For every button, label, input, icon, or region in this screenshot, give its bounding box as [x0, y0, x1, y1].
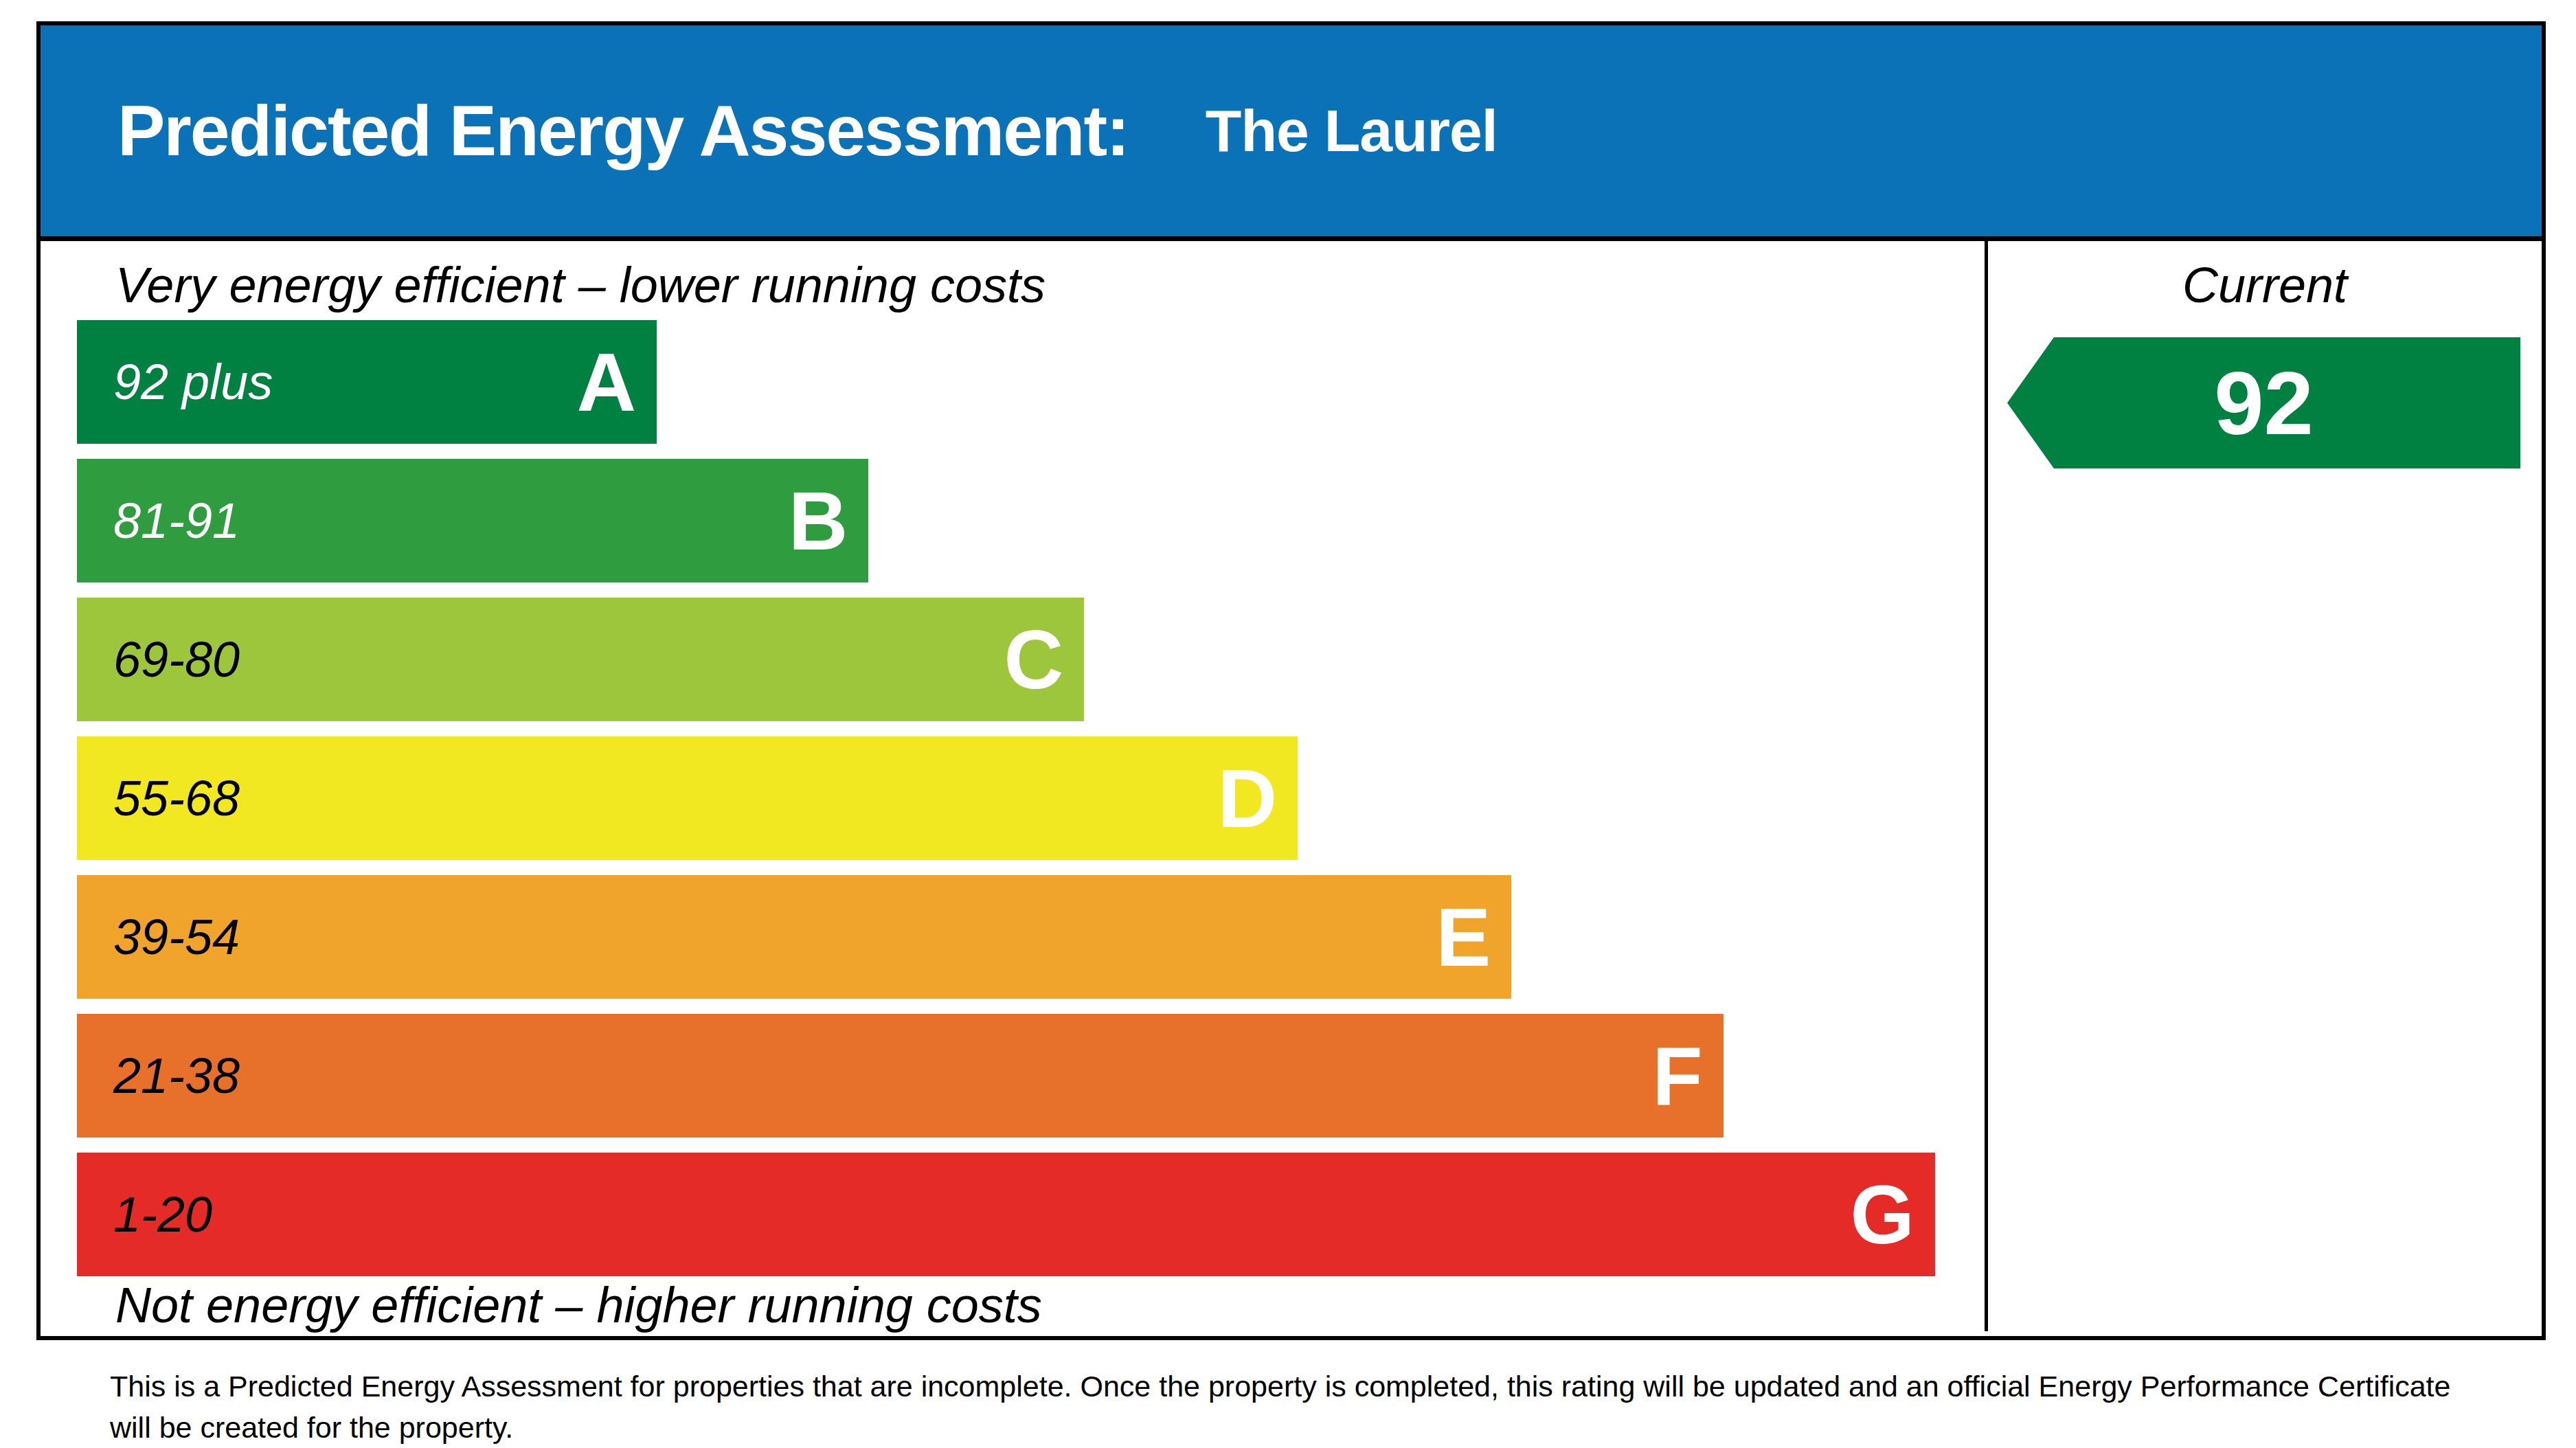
- band-f-range-label: 21-38: [113, 1051, 240, 1100]
- band-b-letter: B: [789, 479, 848, 562]
- epc-chart: Predicted Energy Assessment: The Laurel …: [36, 21, 2546, 1340]
- band-c-letter: C: [1004, 618, 1064, 701]
- chart-body: Very energy efficient – lower running co…: [41, 241, 2542, 1331]
- band-c-range-label: 69-80: [113, 635, 240, 684]
- band-row-g: 1-20 G: [77, 1153, 1935, 1276]
- current-rating-value: 92: [2214, 359, 2314, 448]
- current-column: Current 92: [1988, 241, 2542, 1331]
- band-a-letter: A: [577, 341, 637, 423]
- page-title: Predicted Energy Assessment:: [117, 90, 1129, 172]
- band-row-a: 92 plus A: [77, 320, 657, 444]
- top-caption: Very energy efficient – lower running co…: [115, 260, 1985, 310]
- band-e-letter: E: [1436, 896, 1491, 978]
- band-d-letter: D: [1218, 757, 1278, 839]
- property-name: The Laurel: [1206, 97, 1498, 165]
- current-column-header: Current: [2182, 260, 2347, 310]
- epc-bands: 92 plus A 81-91 B 69-80 C 55-68 D 39-54: [77, 320, 1985, 1276]
- band-row-b: 81-91 B: [77, 459, 868, 582]
- band-f-letter: F: [1652, 1034, 1702, 1117]
- band-row-e: 39-54 E: [77, 875, 1511, 999]
- band-row-c: 69-80 C: [77, 598, 1084, 721]
- band-d-range-label: 55-68: [113, 773, 240, 823]
- rating-bands-column: Very energy efficient – lower running co…: [41, 241, 1985, 1331]
- band-a-range-label: 92 plus: [113, 357, 273, 407]
- band-g-letter: G: [1850, 1173, 1914, 1256]
- band-b-range-label: 81-91: [113, 496, 240, 545]
- footer-note: This is a Predicted Energy Assessment fo…: [110, 1366, 2466, 1448]
- current-rating-arrow: 92: [2007, 337, 2520, 468]
- header: Predicted Energy Assessment: The Laurel: [41, 25, 2542, 241]
- band-g-range-label: 1-20: [113, 1190, 212, 1239]
- bottom-caption: Not energy efficient – higher running co…: [115, 1280, 1985, 1330]
- band-row-d: 55-68 D: [77, 736, 1298, 860]
- band-row-f: 21-38 F: [77, 1014, 1724, 1138]
- band-e-range-label: 39-54: [113, 912, 240, 962]
